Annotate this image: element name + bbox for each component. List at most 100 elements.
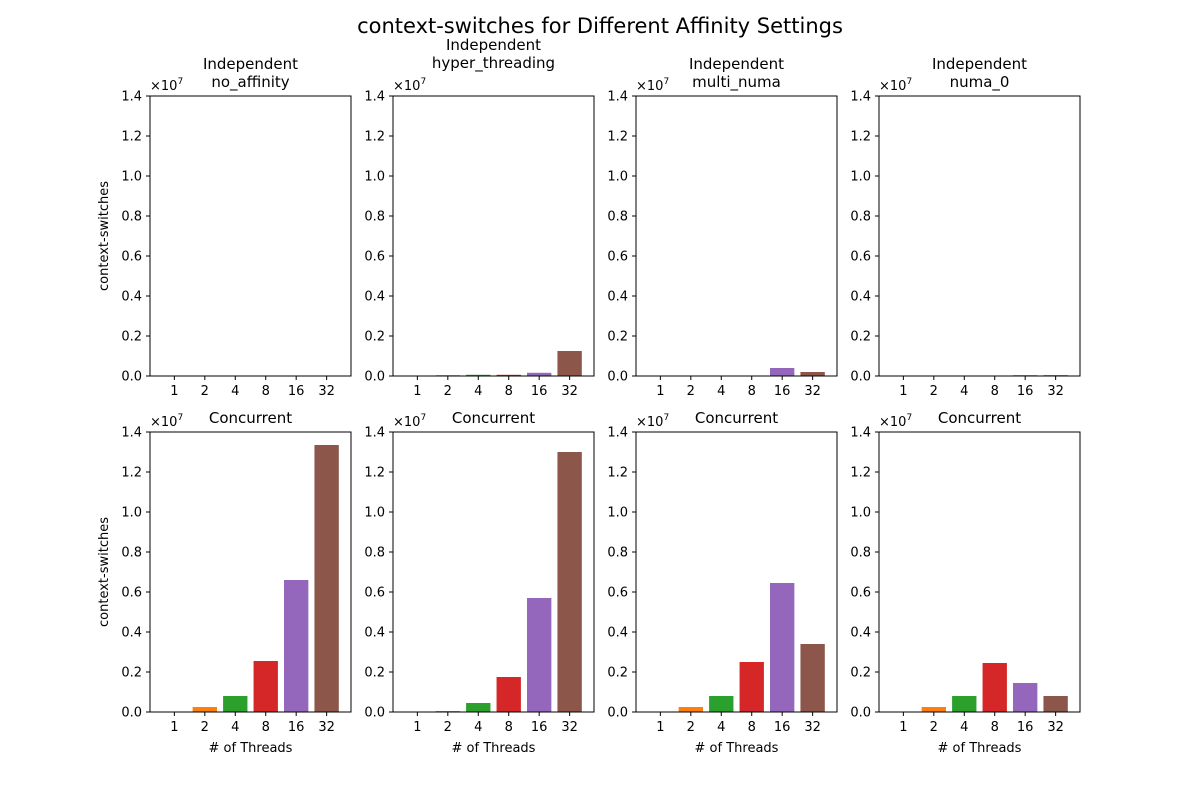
bar-32 (800, 372, 825, 376)
x-tick-label: 8 (991, 720, 999, 735)
bar-8 (496, 374, 521, 376)
y-tick-label: 1.0 (121, 506, 142, 521)
x-axis-label: # of Threads (209, 741, 293, 756)
bar-8 (253, 661, 278, 712)
y-tick-label: 0.0 (850, 370, 871, 385)
y-offset-text: ×107 (393, 77, 426, 94)
y-offset-text: ×107 (150, 413, 183, 430)
bar-32 (1043, 696, 1068, 712)
y-tick-label: 0.2 (121, 666, 142, 681)
x-tick-label: 4 (717, 384, 725, 399)
x-tick-label: 32 (318, 384, 335, 399)
y-tick-label: 1.0 (364, 170, 385, 185)
x-tick-label: 8 (262, 384, 270, 399)
y-tick-label: 0.8 (364, 210, 385, 225)
x-tick-label: 32 (318, 720, 335, 735)
y-tick-label: 1.4 (364, 90, 385, 105)
x-tick-label: 32 (1047, 720, 1064, 735)
subplot-title-line-1: Independent (203, 55, 298, 73)
y-tick-label: 1.4 (607, 90, 628, 105)
bar-4 (709, 696, 734, 712)
bar-4 (466, 374, 491, 376)
x-tick-label: 2 (444, 720, 452, 735)
y-tick-label: 1.0 (850, 506, 871, 521)
y-axis-label: context-switches (97, 517, 112, 627)
x-axis-label: # of Threads (938, 741, 1022, 756)
y-tick-label: 0.4 (850, 626, 871, 641)
x-tick-label: 4 (231, 384, 239, 399)
y-tick-label: 0.6 (607, 250, 628, 265)
y-tick-label: 0.0 (364, 706, 385, 721)
y-tick-label: 0.4 (364, 626, 385, 641)
y-tick-label: 0.8 (850, 210, 871, 225)
x-tick-label: 2 (930, 720, 938, 735)
x-tick-label: 8 (262, 720, 270, 735)
y-tick-label: 0.0 (607, 370, 628, 385)
y-tick-label: 0.6 (850, 250, 871, 265)
x-tick-label: 1 (899, 720, 907, 735)
axes-frame (878, 95, 1081, 377)
x-tick-label: 1 (656, 720, 664, 735)
x-tick-label: 1 (656, 384, 664, 399)
y-tick-label: 1.4 (121, 90, 142, 105)
y-tick-label: 1.2 (121, 130, 142, 145)
subplot-title: Concurrent (452, 409, 535, 427)
subplot-8: 0.0 0.2 0.4 0.6 0.8 1.0 1.2 1.4 1 2 4 8 16 32 ×107 Conc… (850, 409, 1081, 756)
y-tick-label: 0.8 (121, 546, 142, 561)
y-tick-label: 0.4 (607, 290, 628, 305)
x-tick-label: 4 (960, 384, 968, 399)
subplot-title-line-1: Independent (932, 55, 1027, 73)
x-tick-label: 2 (201, 384, 209, 399)
x-tick-label: 2 (930, 384, 938, 399)
x-tick-label: 8 (991, 384, 999, 399)
bar-32 (557, 351, 582, 376)
y-tick-label: 0.4 (850, 290, 871, 305)
y-offset-text: ×107 (879, 77, 912, 94)
x-tick-label: 4 (231, 720, 239, 735)
bar-2 (678, 707, 703, 712)
x-tick-label: 8 (505, 720, 513, 735)
bar-16 (1013, 683, 1038, 712)
x-tick-label: 4 (717, 720, 725, 735)
bar-8 (982, 663, 1007, 712)
subplot-5: 0.0 0.2 0.4 0.6 0.8 1.0 1.2 1.4 1 2 4 8 16 32 ×107 Conc… (97, 409, 352, 756)
y-tick-label: 0.2 (607, 330, 628, 345)
subplot-title-line-1: Independent (446, 36, 541, 54)
bar-8 (496, 677, 521, 712)
y-tick-label: 0.6 (364, 250, 385, 265)
y-tick-label: 1.0 (607, 170, 628, 185)
subplot-4: 0.0 0.2 0.4 0.6 0.8 1.0 1.2 1.4 1 2 4 8 16 32 ×107 Inde… (850, 55, 1081, 399)
x-tick-label: 16 (288, 384, 305, 399)
y-tick-label: 0.6 (850, 586, 871, 601)
subplot-7: 0.0 0.2 0.4 0.6 0.8 1.0 1.2 1.4 1 2 4 8 16 32 ×107 Conc… (607, 409, 838, 756)
axes-frame (149, 95, 352, 377)
y-tick-label: 0.0 (850, 706, 871, 721)
y-tick-label: 1.2 (607, 466, 628, 481)
y-tick-label: 0.0 (607, 706, 628, 721)
y-tick-label: 0.4 (364, 290, 385, 305)
y-tick-label: 0.2 (850, 666, 871, 681)
x-tick-label: 8 (748, 720, 756, 735)
y-tick-label: 0.2 (121, 330, 142, 345)
x-tick-label: 16 (531, 384, 548, 399)
bar-32 (314, 445, 339, 712)
y-axis-label: context-switches (97, 181, 112, 291)
x-tick-label: 16 (1017, 384, 1034, 399)
y-tick-label: 1.4 (364, 426, 385, 441)
subplot-title-line-2: multi_numa (692, 73, 781, 92)
y-offset-text: ×107 (150, 77, 183, 94)
y-tick-label: 0.2 (850, 330, 871, 345)
x-tick-label: 2 (444, 384, 452, 399)
y-tick-label: 0.6 (121, 250, 142, 265)
bar-16 (770, 368, 795, 376)
x-tick-label: 2 (687, 720, 695, 735)
x-tick-label: 32 (561, 384, 578, 399)
y-offset-text: ×107 (879, 413, 912, 430)
x-tick-label: 32 (804, 720, 821, 735)
subplot-grid: 0.0 0.2 0.4 0.6 0.8 1.0 1.2 1.4 1 2 4 8 16 32 ×107 Inde… (97, 36, 1081, 756)
x-tick-label: 4 (960, 720, 968, 735)
bar-4 (466, 703, 491, 712)
bar-16 (770, 583, 795, 712)
bar-4 (952, 696, 977, 712)
x-tick-label: 1 (413, 720, 421, 735)
